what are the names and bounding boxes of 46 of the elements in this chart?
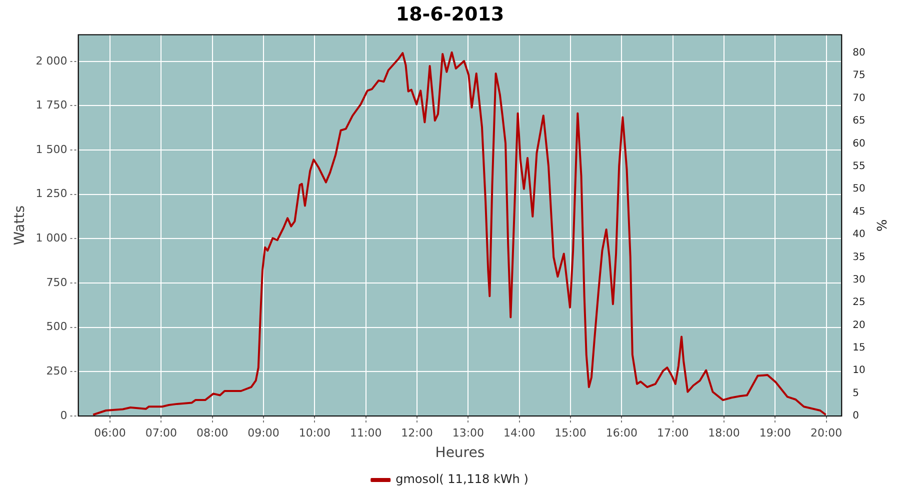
y-tick-label: 750 [46,276,68,289]
x-tick-label: 14:00 [503,426,536,440]
y-tick-label: 2 000 [36,54,68,68]
x-axis-title: Heures [435,445,485,462]
x-tick-label: 13:00 [452,426,484,440]
x-tick-label: 12:00 [401,426,433,440]
chart-title: 18-6-2013 [396,3,504,26]
y-tick-label: 500 [46,320,68,334]
y2-tick-label: 80 [852,48,866,59]
y2-tick-label: 0 [852,410,860,422]
y2-tick-label: 50 [852,184,866,195]
x-tick-label: 17:00 [656,426,689,440]
legend-label: gmosol( 11,118 kWh ) [396,472,528,486]
y-tick-label: 250 [46,364,68,378]
y-tick-label: 1 750 [36,98,68,112]
y2-tick-label: 25 [852,297,866,308]
y2-tick-label: 70 [852,92,866,104]
y2-tick-label: 20 [852,320,866,331]
y2-tick-label: 5 [852,388,860,399]
y2-tick-label: 10 [852,365,866,376]
x-tick-label: 08:00 [196,426,228,440]
x-tick-label: 07:00 [145,426,178,440]
y2-axis-title: % [872,219,888,232]
y-axis-title: Watts [12,205,28,246]
x-tick-label: 06:00 [94,426,126,440]
y2-tick-label: 40 [852,229,866,240]
x-tick-label: 20:00 [810,426,842,440]
y2-tick-label: 65 [852,116,866,127]
y2-tick-label: 60 [852,138,866,150]
y-tick-label: 1 000 [36,232,68,245]
x-tick-label: 16:00 [606,426,638,440]
x-tick-label: 15:00 [554,426,586,440]
y-tick-label: 0 [60,408,68,422]
x-tick-label: 09:00 [248,426,280,440]
x-tick-label: 19:00 [759,426,792,440]
x-tick-label: 11:00 [350,426,382,440]
y-tick-label: 1 250 [36,187,68,200]
x-tick-label: 18:00 [708,426,740,440]
y2-tick-label: 35 [852,252,866,263]
y-tick-label: 1 500 [36,142,68,156]
y2-tick-label: 55 [852,161,866,172]
x-tick-label: 10:00 [298,426,331,440]
y2-tick-label: 30 [852,274,866,286]
y2-tick-label: 15 [852,342,866,354]
y2-tick-label: 75 [852,70,866,82]
y2-tick-label: 45 [852,206,866,218]
